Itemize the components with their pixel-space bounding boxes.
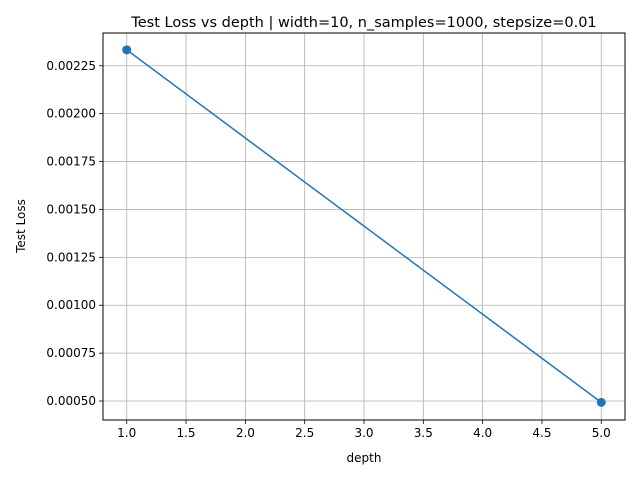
x-tick-label: 3.0 (354, 426, 373, 440)
x-tick-label: 4.0 (473, 426, 492, 440)
x-tick-label: 1.5 (176, 426, 195, 440)
x-tick-label: 2.0 (236, 426, 255, 440)
x-tick-label: 3.5 (414, 426, 433, 440)
grid (103, 33, 625, 420)
x-axis-label: depth (347, 451, 382, 465)
data-point (122, 45, 132, 55)
y-tick-label: 0.00150 (46, 202, 96, 216)
y-tick-label: 0.00225 (46, 59, 96, 73)
x-tick-label: 5.0 (592, 426, 611, 440)
x-tick-label: 4.5 (532, 426, 551, 440)
series-layer (122, 45, 606, 407)
data-point (596, 397, 606, 407)
y-tick-label: 0.00050 (46, 394, 96, 408)
y-tick-label: 0.00175 (46, 155, 96, 169)
x-tick-label: 2.5 (295, 426, 314, 440)
y-axis-label: Test Loss (14, 199, 28, 254)
chart-title: Test Loss vs depth | width=10, n_samples… (130, 15, 596, 31)
y-tick-label: 0.00075 (46, 346, 96, 360)
axis-ticks: 1.0 1.5 2.0 2.5 3.0 3.5 4.0 4.5 5.0 0.00050 0.0007… (46, 59, 610, 440)
series-line (126, 49, 602, 403)
y-tick-label: 0.00100 (46, 298, 96, 312)
y-tick-label: 0.00125 (46, 250, 96, 264)
x-tick-label: 1.0 (117, 426, 136, 440)
y-tick-label: 0.00200 (46, 107, 96, 121)
